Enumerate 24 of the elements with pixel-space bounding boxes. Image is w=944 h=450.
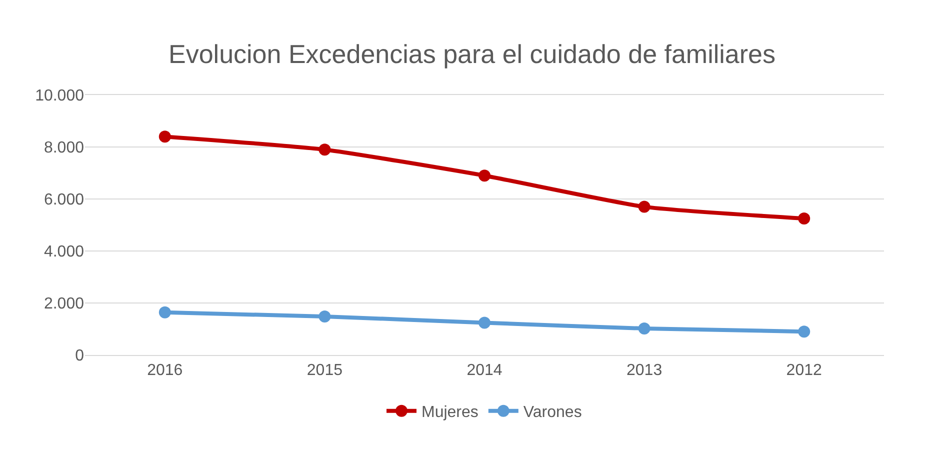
point — [798, 326, 810, 338]
y-tick-label: 2.000 — [44, 296, 84, 313]
point — [638, 322, 650, 334]
x-tick-label: 2013 — [626, 362, 662, 380]
x-tick-label: 2012 — [786, 362, 822, 380]
point — [158, 130, 171, 143]
x-tick-label: 2015 — [306, 362, 343, 380]
chart-title: Evolucion Excedencias para el cuidado de familiares — [168, 39, 776, 70]
point — [158, 306, 171, 318]
point — [478, 316, 490, 329]
x-tick-label: 2014 — [466, 362, 502, 380]
x-tick-label: 2016 — [147, 362, 183, 380]
y-tick-label: 6.000 — [44, 192, 84, 209]
y-tick-label: 4.000 — [44, 244, 84, 261]
point — [478, 170, 490, 182]
y-tick-label: 0 — [75, 348, 84, 365]
point — [798, 212, 810, 224]
y-tick-label: 8.000 — [44, 140, 84, 157]
legend-label: Varones — [523, 404, 582, 422]
point — [318, 310, 331, 323]
point — [638, 200, 650, 213]
legend-label: Mujeres — [422, 404, 478, 422]
point — [318, 144, 331, 156]
y-tick-label: 10.000 — [35, 88, 84, 105]
